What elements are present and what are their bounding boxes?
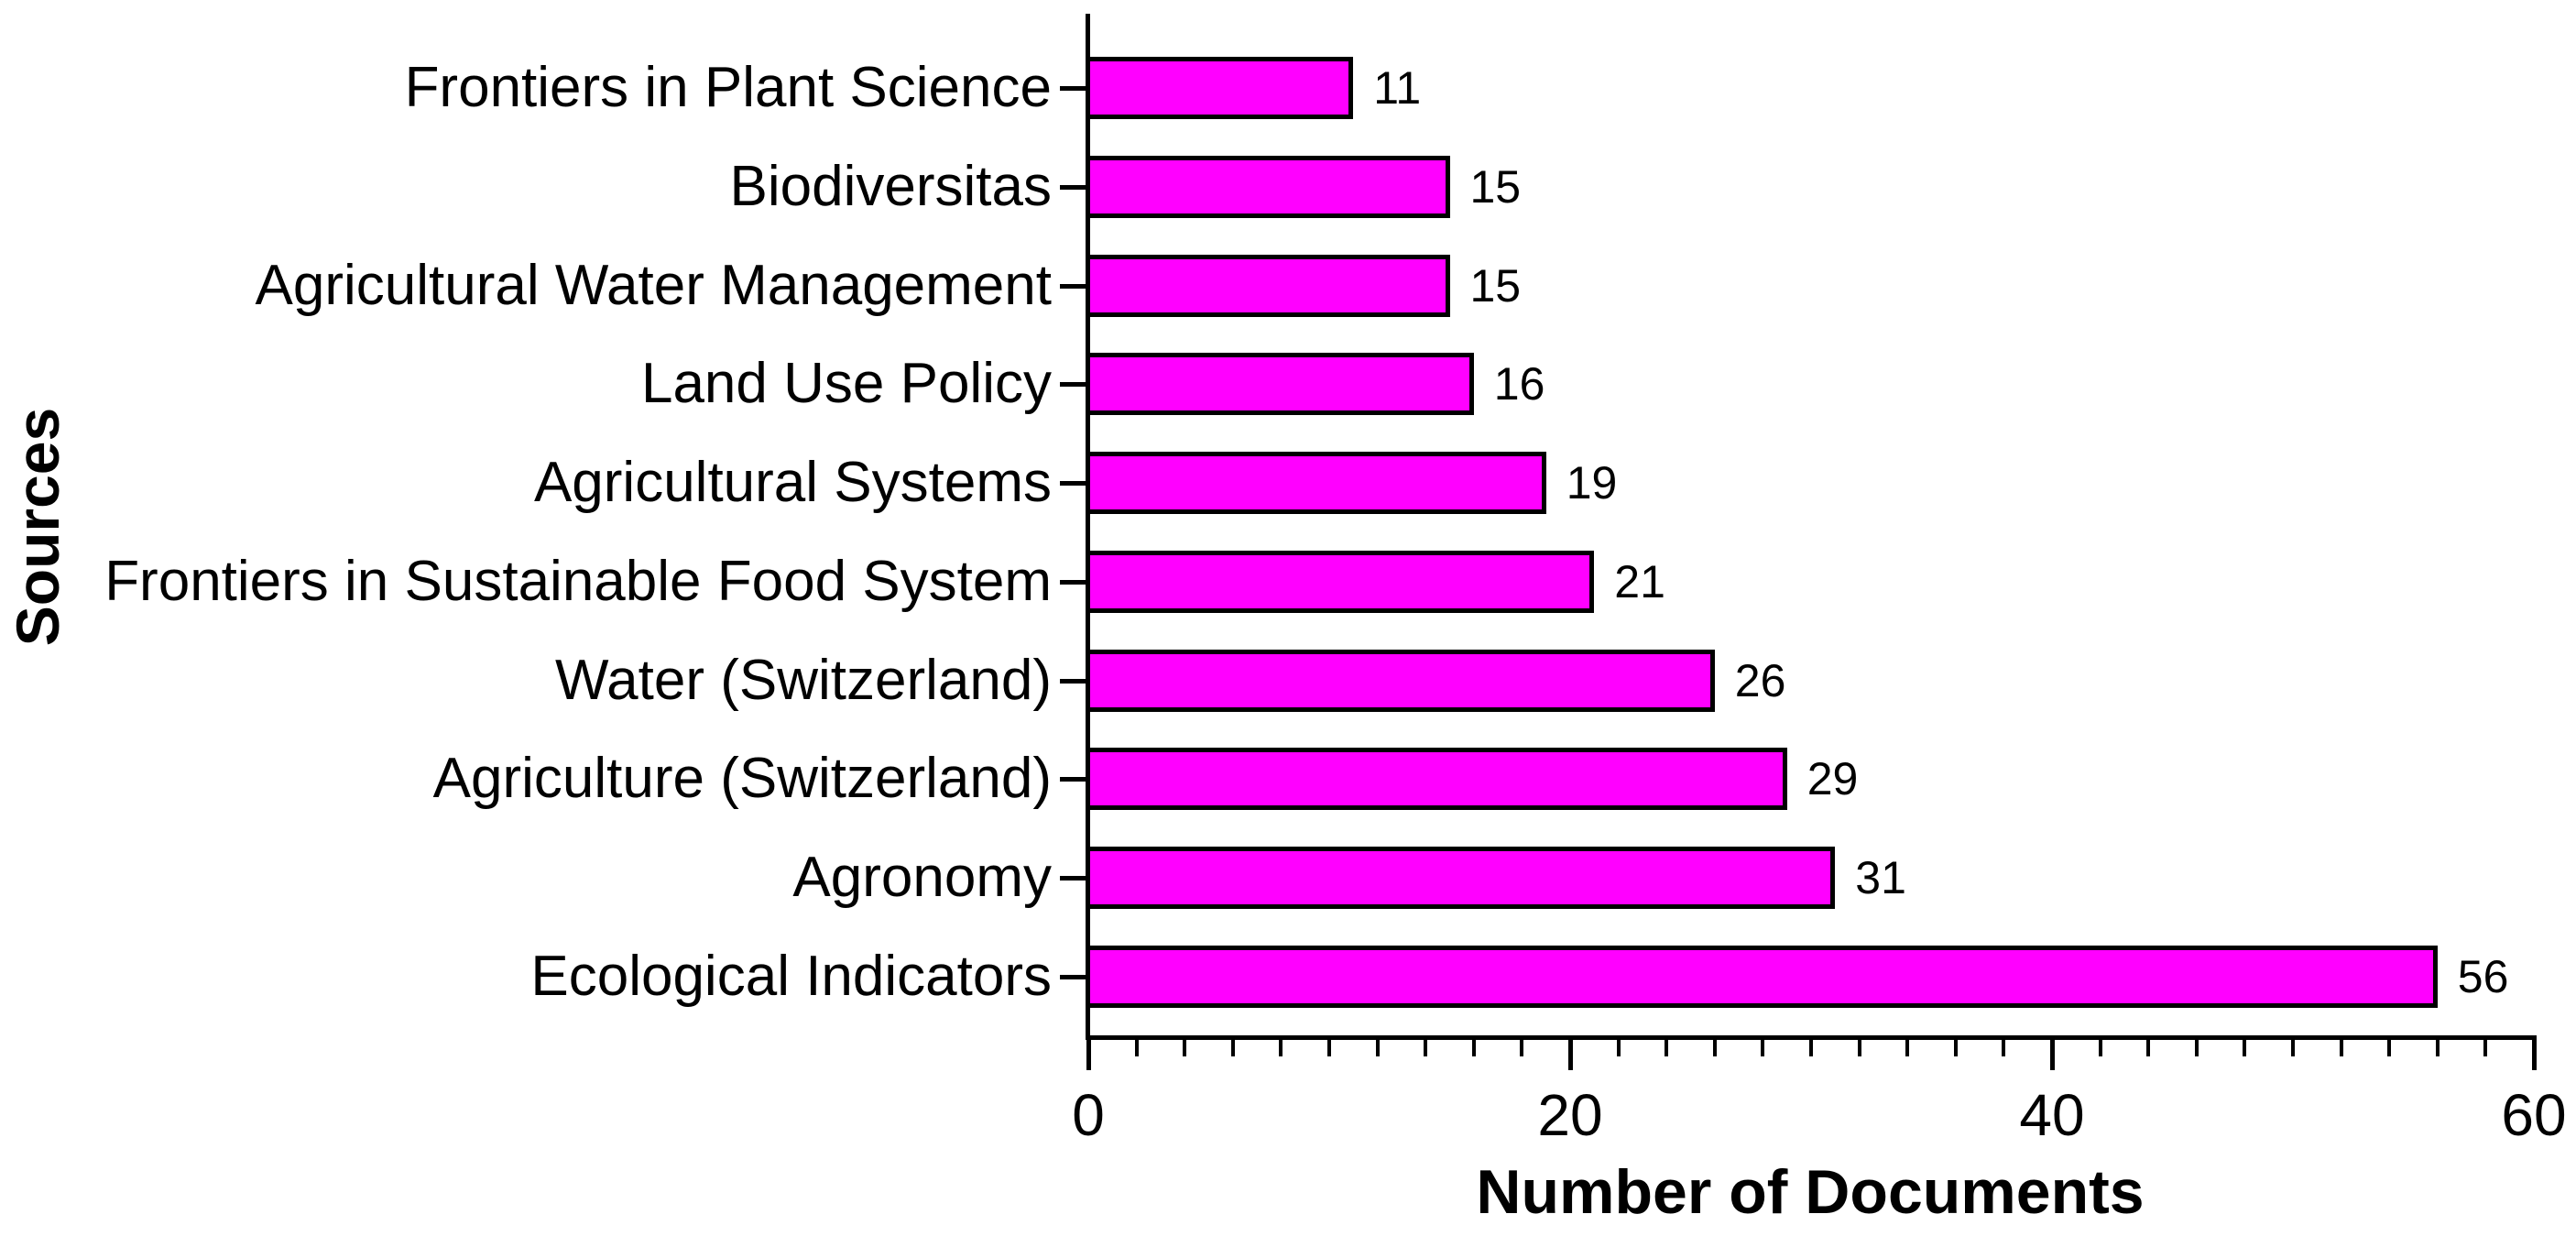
- bar-value-label: 31: [1855, 852, 1906, 903]
- y-tick: [1060, 876, 1086, 881]
- bar-value-label: 16: [1493, 358, 1545, 410]
- bar: [1086, 254, 1450, 317]
- bar: [1086, 847, 1836, 909]
- bar-value-label: 19: [1566, 457, 1618, 509]
- category-label: Ecological Indicators: [530, 944, 1052, 1008]
- bar: [1086, 748, 1787, 811]
- bar-value-label: 11: [1373, 62, 1422, 114]
- y-tick: [1060, 184, 1086, 190]
- bar-value-label: 56: [2457, 950, 2509, 1002]
- category-label: Agricultural Systems: [533, 451, 1052, 514]
- y-axis-line: [1086, 14, 1090, 1040]
- x-major-tick: [1086, 1040, 1091, 1070]
- x-minor-tick: [1953, 1040, 1958, 1056]
- x-major-tick: [1568, 1040, 1573, 1070]
- x-minor-tick: [2291, 1040, 2295, 1056]
- y-axis-title: Sources: [4, 407, 71, 647]
- bar: [1086, 155, 1450, 218]
- bar: [1086, 353, 1474, 416]
- category-label: Frontiers in Sustainable Food System: [104, 549, 1052, 613]
- bar: [1086, 452, 1546, 514]
- x-minor-tick: [1279, 1040, 1283, 1056]
- y-tick: [1060, 678, 1086, 684]
- category-label: Water (Switzerland): [554, 648, 1052, 712]
- x-minor-tick: [1809, 1040, 1813, 1056]
- bar-value-label: 21: [1614, 555, 1665, 607]
- x-minor-tick: [2243, 1040, 2247, 1056]
- x-minor-tick: [1471, 1040, 1476, 1056]
- x-minor-tick: [1134, 1040, 1139, 1056]
- x-tick-label: 20: [1537, 1082, 1603, 1148]
- x-minor-tick: [2387, 1040, 2392, 1056]
- x-minor-tick: [1424, 1040, 1428, 1056]
- bar: [1086, 550, 1595, 613]
- x-minor-tick: [2002, 1040, 2006, 1056]
- x-minor-tick: [2483, 1040, 2488, 1056]
- y-tick: [1060, 283, 1086, 289]
- x-minor-tick: [1616, 1040, 1621, 1056]
- bar-value-label: 15: [1469, 160, 1522, 213]
- x-minor-tick: [1230, 1040, 1235, 1056]
- y-tick: [1060, 86, 1086, 91]
- x-minor-tick: [1857, 1040, 1861, 1056]
- bar-value-label: 26: [1734, 654, 1786, 706]
- category-label: Frontiers in Plant Science: [404, 56, 1052, 119]
- x-minor-tick: [2435, 1040, 2440, 1056]
- category-label: Agriculture (Switzerland): [432, 747, 1052, 811]
- x-minor-tick: [2194, 1040, 2199, 1056]
- x-minor-tick: [1665, 1040, 1669, 1056]
- category-label: Land Use Policy: [640, 352, 1052, 416]
- x-tick-label: 40: [2019, 1082, 2085, 1148]
- x-minor-tick: [1761, 1040, 1765, 1056]
- bar: [1086, 945, 2438, 1008]
- x-major-tick: [2050, 1040, 2055, 1070]
- x-minor-tick: [2339, 1040, 2343, 1056]
- x-minor-tick: [1327, 1040, 1331, 1056]
- category-label: Agronomy: [792, 846, 1052, 909]
- x-minor-tick: [2146, 1040, 2151, 1056]
- x-minor-tick: [1183, 1040, 1187, 1056]
- bar: [1086, 57, 1354, 119]
- category-label: Agricultural Water Management: [255, 253, 1052, 317]
- y-tick: [1060, 777, 1086, 782]
- x-tick-label: 0: [1072, 1082, 1105, 1148]
- y-tick: [1060, 974, 1086, 979]
- x-axis-title: Number of Documents: [1476, 1157, 2145, 1227]
- x-minor-tick: [1712, 1040, 1717, 1056]
- y-tick: [1060, 579, 1086, 585]
- x-minor-tick: [1375, 1040, 1380, 1056]
- bar-value-label: 29: [1806, 753, 1859, 805]
- x-axis-line: [1086, 1035, 2537, 1040]
- y-tick: [1060, 481, 1086, 486]
- bar: [1086, 649, 1715, 712]
- x-tick-label: 60: [2501, 1082, 2567, 1148]
- x-minor-tick: [2098, 1040, 2102, 1056]
- x-minor-tick: [1520, 1040, 1524, 1056]
- x-minor-tick: [1905, 1040, 1910, 1056]
- bar-value-label: 15: [1469, 259, 1522, 312]
- x-major-tick: [2532, 1040, 2537, 1070]
- y-tick: [1060, 382, 1086, 388]
- category-label: Biodiversitas: [729, 154, 1052, 218]
